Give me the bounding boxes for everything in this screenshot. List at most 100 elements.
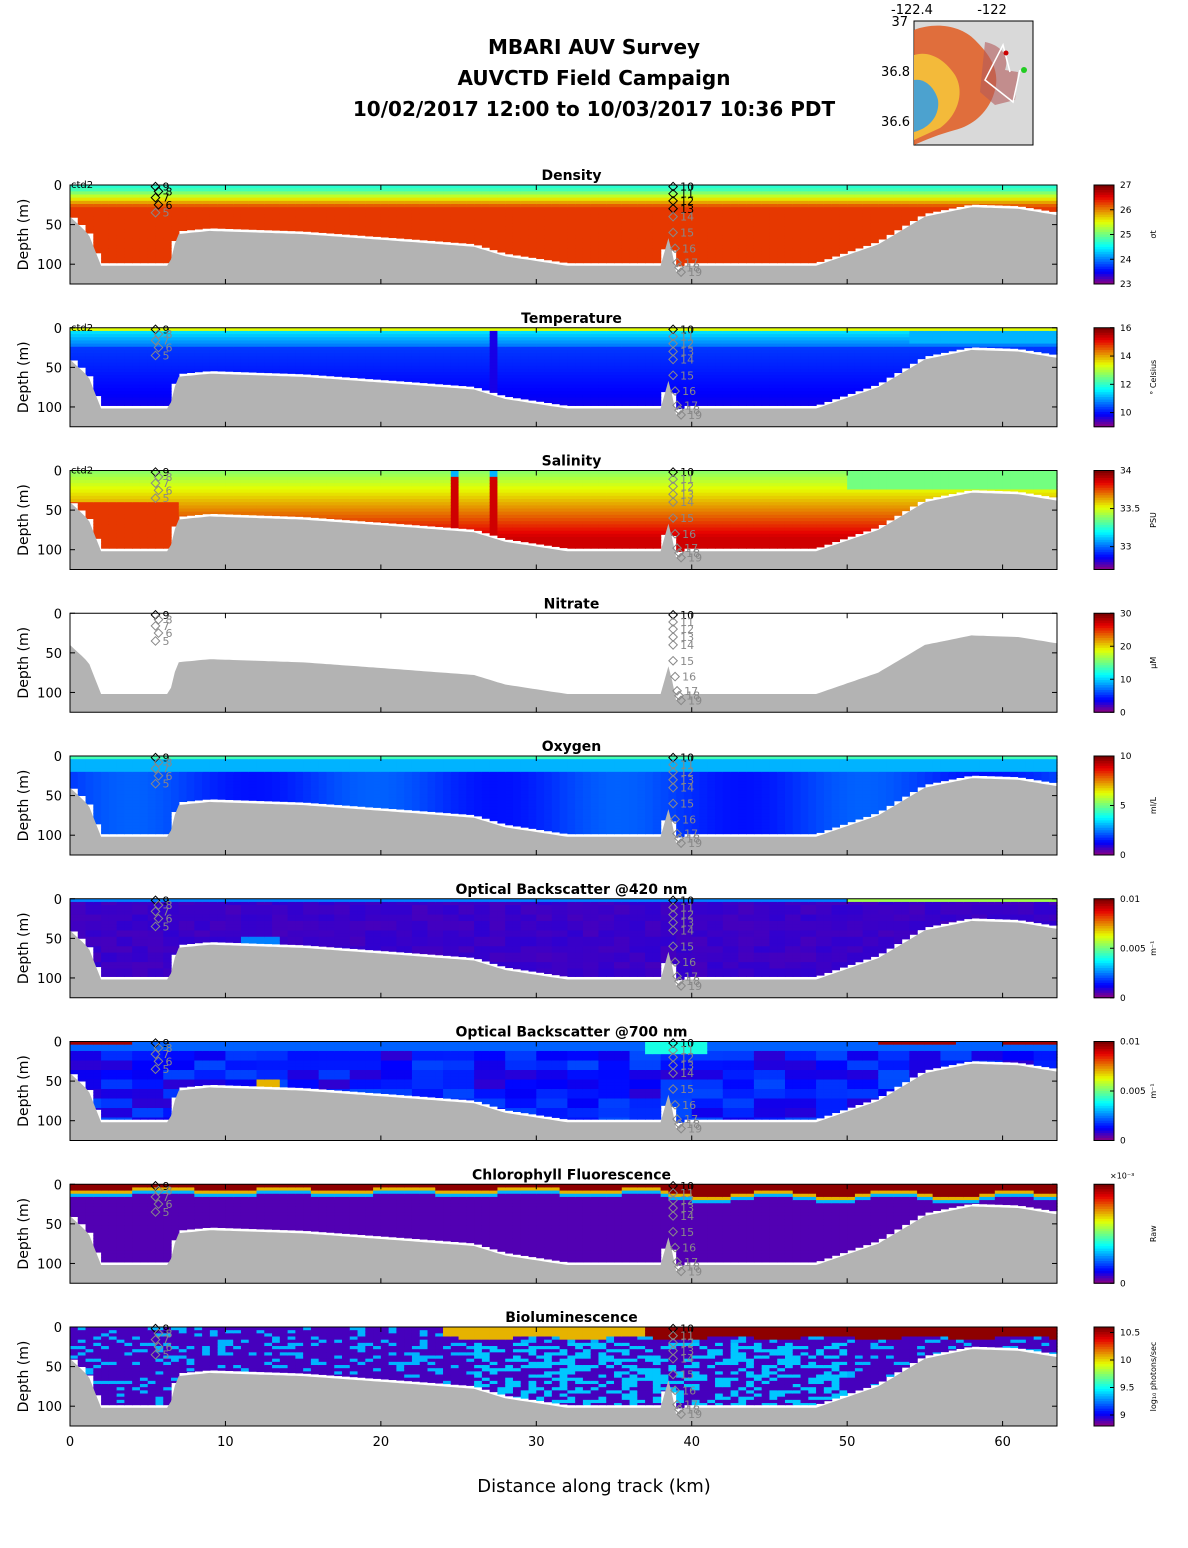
field-cell [264, 207, 273, 211]
field-cell [512, 204, 522, 208]
field-cell [101, 204, 110, 208]
field-cell [272, 210, 281, 215]
field-cell [450, 197, 460, 202]
field-cell [497, 194, 506, 199]
cast-label: 5 [162, 207, 169, 220]
field-cell [536, 185, 545, 189]
field-cell [163, 235, 172, 240]
field-cell [240, 207, 250, 211]
field-cell [108, 216, 118, 221]
field-cell [559, 200, 568, 205]
field-cell [101, 245, 110, 249]
field-cell [388, 378, 398, 381]
field-cell [800, 261, 809, 264]
field-cell [388, 223, 398, 227]
field-cell [419, 213, 429, 218]
field-cell [139, 204, 149, 208]
field-cell [458, 207, 467, 211]
field-cell [427, 194, 436, 199]
field-cell [93, 191, 102, 196]
field-cell [979, 204, 988, 206]
field-cell [139, 191, 149, 196]
field-cell [520, 254, 530, 257]
panel-title: Temperature [521, 311, 622, 327]
field-cell [310, 204, 320, 208]
field-cell [85, 185, 94, 189]
field-cell [342, 210, 351, 215]
field-cell [380, 235, 390, 238]
field-cell [505, 194, 514, 199]
field-cell [155, 207, 164, 211]
field-cell [357, 210, 366, 215]
field-cell [435, 213, 444, 218]
field-cell [481, 200, 491, 205]
field-cell [101, 191, 110, 196]
field-cell [652, 403, 662, 406]
field-cell [101, 229, 110, 234]
field-cell [349, 375, 359, 378]
field-cell [116, 238, 125, 243]
field-cell [209, 200, 219, 205]
field-cell [357, 375, 366, 379]
field-cell [132, 223, 141, 227]
field-cell [481, 229, 491, 234]
field-cell [132, 188, 141, 192]
field-cell [264, 200, 273, 205]
field-cell [147, 261, 157, 264]
field-cell [303, 188, 312, 192]
inset-lon-tick: -122 [977, 3, 1007, 18]
field-cell [466, 197, 475, 202]
field-cell [520, 188, 530, 192]
field-cell [466, 191, 475, 196]
field-cell [70, 197, 79, 202]
field-cell [108, 261, 118, 264]
field-cell [380, 207, 390, 211]
field-cell [116, 191, 125, 196]
profile-label: ctd2 [71, 323, 93, 334]
field-cell [481, 210, 491, 215]
field-cell [93, 200, 102, 205]
field-cell [512, 235, 522, 240]
field-cell [427, 235, 436, 240]
field-cell [303, 223, 312, 227]
field-cell [318, 207, 328, 211]
field-cell [567, 223, 576, 227]
field-cell [108, 197, 118, 202]
field-cell [310, 191, 320, 196]
field-cell [108, 210, 118, 215]
field-cell [435, 216, 444, 221]
field-cell [171, 210, 180, 215]
field-cell [427, 229, 436, 234]
field-cell [108, 213, 118, 218]
field-cell [520, 185, 530, 189]
field-cell [536, 223, 545, 227]
field-cell [349, 213, 359, 218]
field-cell [746, 261, 755, 264]
field-cell [264, 213, 273, 218]
field-cell [520, 210, 530, 215]
field-cell [248, 223, 258, 227]
field-cell [342, 197, 351, 202]
field-cell [116, 185, 125, 189]
field-cell [699, 403, 708, 406]
field-cell [108, 235, 118, 240]
colorbar-tick-label: 14 [1120, 352, 1132, 362]
field-cell [505, 219, 514, 224]
field-cell [171, 194, 180, 199]
field-cell [474, 238, 483, 243]
field-cell [404, 232, 413, 237]
field-cell [77, 508, 87, 511]
field-cell [303, 216, 312, 221]
field-cell [559, 254, 568, 259]
field-cell [411, 197, 421, 202]
field-cell [256, 226, 265, 230]
field-cell [419, 229, 429, 234]
field-cell [536, 226, 545, 230]
field-cell [147, 242, 157, 246]
field-cell [886, 232, 895, 235]
field-cell [279, 204, 289, 208]
field-cell [209, 197, 219, 202]
field-cell [411, 188, 421, 192]
field-cell [287, 197, 296, 202]
